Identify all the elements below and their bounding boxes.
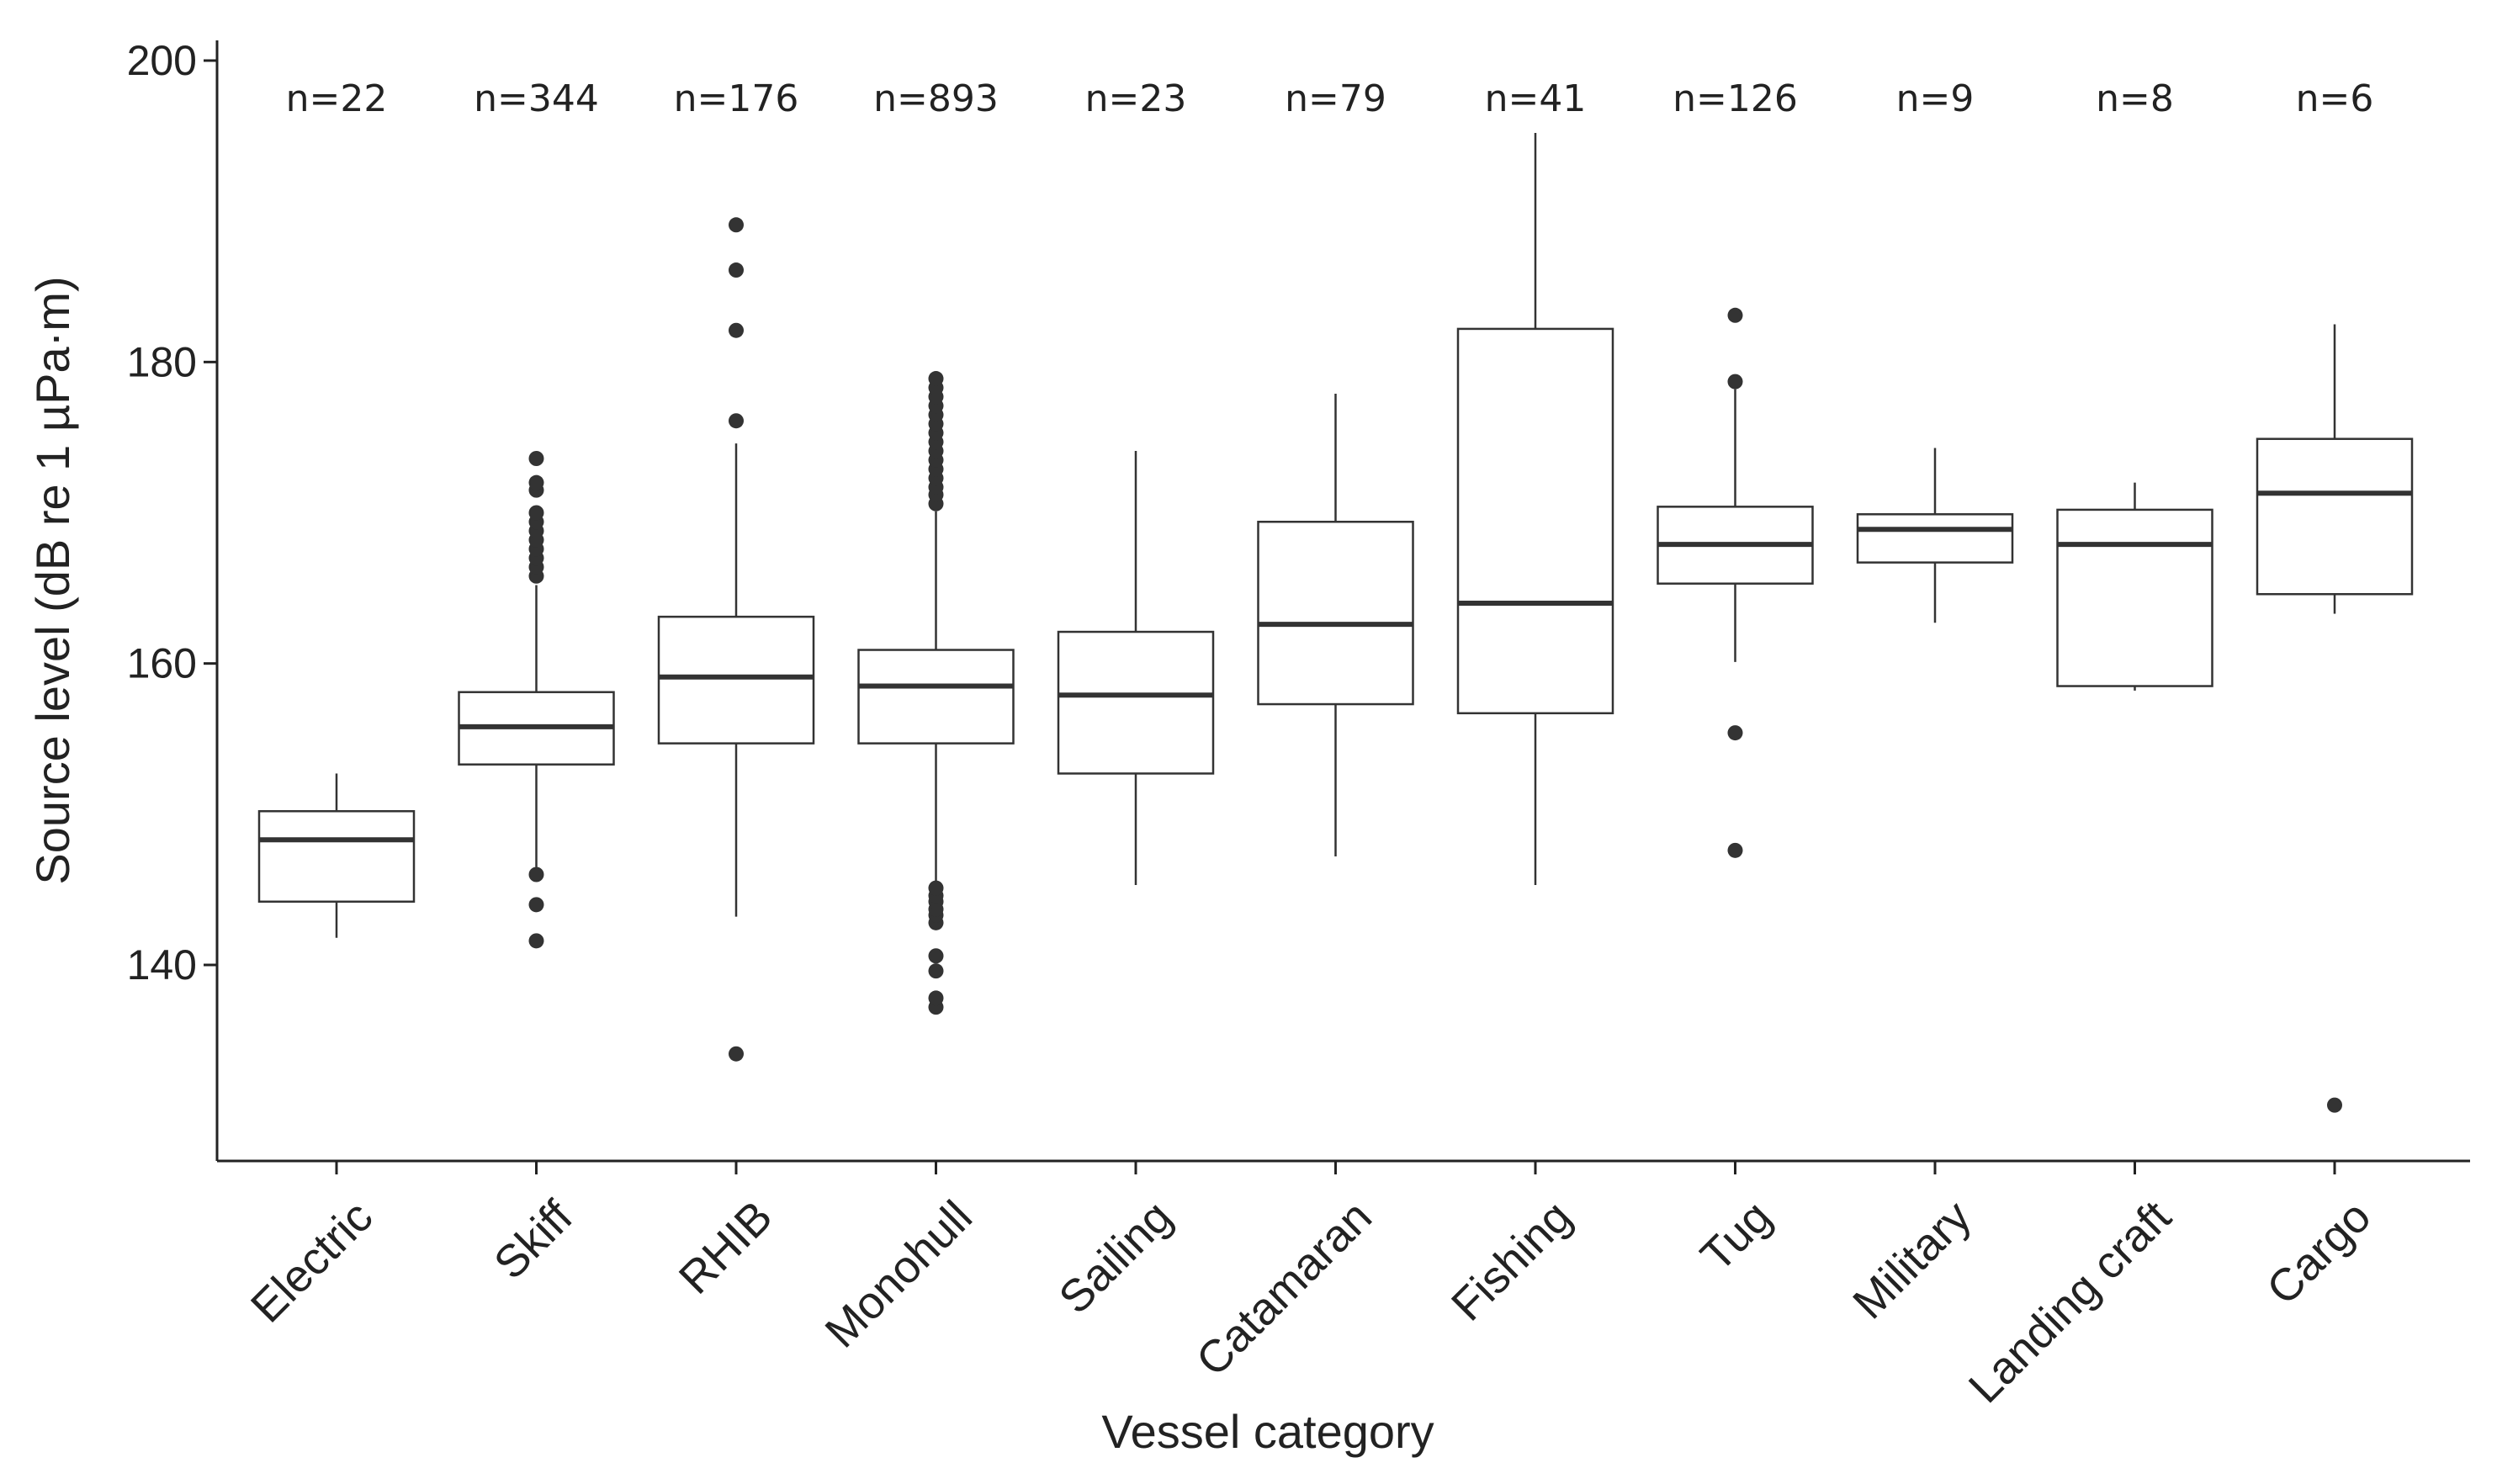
box-group: [857, 371, 1015, 1015]
x-tick-label: Sailing: [1049, 1191, 1181, 1323]
sample-size-label: n=22: [286, 77, 388, 120]
iqr-box: [657, 615, 815, 745]
x-tick-label: Cargo: [2257, 1191, 2380, 1314]
outlier-point: [729, 1046, 744, 1062]
box-group: [1257, 393, 1414, 856]
outlier-point: [528, 451, 544, 466]
x-axis-title: Vessel category: [1101, 1405, 1434, 1458]
x-tick-label: Tug: [1691, 1191, 1781, 1281]
sample-size-label: n=176: [674, 77, 799, 120]
outlier-point: [1727, 307, 1743, 323]
outlier-point: [2327, 1097, 2342, 1113]
outlier-point: [729, 262, 744, 278]
sample-size-label: n=893: [873, 77, 999, 120]
outlier-point: [928, 371, 944, 387]
outlier-point: [928, 880, 944, 896]
outlier-point: [528, 897, 544, 913]
x-tick-label: Electric: [241, 1191, 383, 1333]
iqr-box: [2056, 508, 2213, 687]
y-tick-label: 140: [127, 941, 197, 988]
plot-area: n=22 n=344 n=176 n=893 n=23 n=79 n=41 n=126 n=9 n…: [257, 77, 2414, 1113]
y-tick-label: 180: [127, 338, 197, 385]
sample-size-label: n=41: [1485, 77, 1587, 120]
iqr-box: [257, 810, 416, 903]
y-tick-label: 160: [127, 640, 197, 687]
x-tick-label: Monohull: [816, 1191, 982, 1357]
x-tick-label: RHIB: [670, 1191, 782, 1304]
outlier-point: [928, 963, 944, 979]
x-tick-label: Fishing: [1442, 1191, 1582, 1331]
iqr-box: [2256, 437, 2414, 596]
x-tick-label: Landing craft: [1959, 1191, 2181, 1412]
outlier-point: [528, 474, 544, 490]
x-tick-label: Military: [1843, 1191, 1980, 1328]
box-group: [2256, 324, 2414, 1113]
y-axis-title: Source level (dB re 1 µPa·m): [26, 276, 79, 884]
iqr-box: [1257, 521, 1414, 706]
sample-size-label: n=8: [2096, 77, 2174, 120]
box-group: [657, 217, 815, 1062]
iqr-box: [1856, 513, 2014, 564]
sample-size-label: n=79: [1285, 77, 1386, 120]
outlier-point: [729, 217, 744, 233]
box-group: [257, 773, 416, 938]
outlier-point: [528, 505, 544, 521]
outlier-point: [1727, 374, 1743, 390]
outlier-point: [928, 948, 944, 964]
sample-size-label: n=9: [1896, 77, 1975, 120]
outlier-point: [1727, 725, 1743, 741]
sample-size-label: n=23: [1085, 77, 1187, 120]
outlier-point: [729, 322, 744, 338]
box-group: [1657, 307, 1814, 858]
iqr-box: [1456, 327, 1614, 715]
box-group: [1057, 451, 1215, 886]
box-group: [1456, 133, 1614, 886]
box-group: [1856, 448, 2014, 623]
box-group: [458, 451, 615, 949]
outlier-point: [729, 413, 744, 429]
x-tick-label: Catamaran: [1187, 1191, 1381, 1386]
outlier-point: [928, 990, 944, 1006]
outlier-point: [528, 867, 544, 882]
outlier-point: [528, 933, 544, 949]
y-tick-label: 200: [127, 37, 197, 84]
sample-size-label: n=6: [2296, 77, 2374, 120]
x-tick-label: Skiff: [485, 1190, 583, 1289]
box-group: [2056, 482, 2213, 691]
iqr-box: [1057, 630, 1215, 775]
sample-size-label: n=344: [474, 77, 599, 120]
outlier-point: [1727, 842, 1743, 858]
sample-size-label: n=126: [1673, 77, 1798, 120]
iqr-box: [857, 649, 1015, 745]
